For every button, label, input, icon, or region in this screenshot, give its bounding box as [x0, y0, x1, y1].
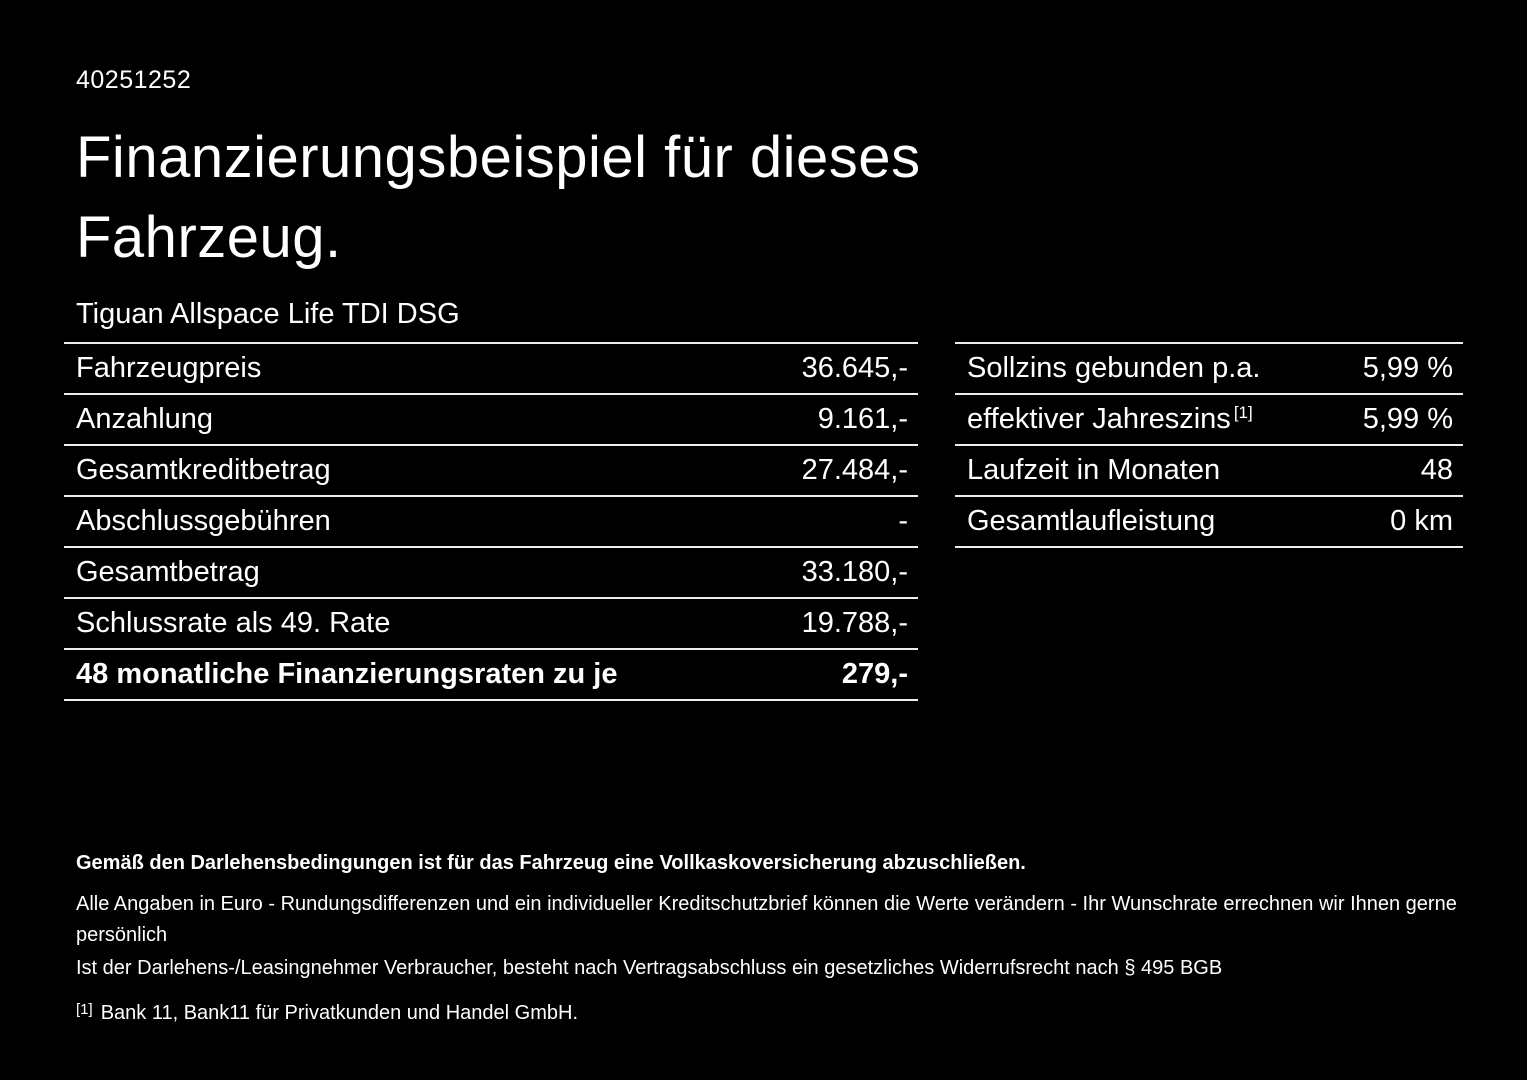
row-value: 5,99 %	[1362, 352, 1453, 384]
table-row-laufzeit: Laufzeit in Monaten 48	[955, 444, 1463, 495]
row-label: Gesamtbetrag	[76, 556, 260, 588]
row-label-text: effektiver Jahreszins	[967, 403, 1231, 435]
page-title-line2: Fahrzeug.	[76, 205, 342, 271]
legal-footer: Gemäß den Darlehensbedingungen ist für d…	[76, 848, 1467, 1029]
table-row-sollzins: Sollzins gebunden p.a. 5,99 %	[955, 342, 1463, 393]
row-label: Gesamtkreditbetrag	[76, 454, 331, 486]
row-value: 33.180,-	[801, 556, 908, 588]
row-label: 48 monatliche Finanzierungsraten zu je	[76, 658, 618, 690]
row-label: Anzahlung	[76, 403, 214, 435]
row-label: Abschlussgebühren	[76, 505, 331, 537]
row-label: Sollzins gebunden p.a.	[967, 352, 1261, 384]
footnote-ref: [1]	[1233, 403, 1253, 422]
table-row-monatsrate: 48 monatliche Finanzierungsraten zu je 2…	[64, 648, 918, 699]
document-id: 40251252	[76, 66, 192, 94]
row-label: Fahrzeugpreis	[76, 352, 262, 384]
row-value: 279,-	[841, 658, 908, 690]
row-value: 36.645,-	[801, 352, 908, 384]
row-value: 19.788,-	[801, 607, 908, 639]
row-label: Gesamtlaufleistung	[967, 505, 1216, 537]
row-value: 9.161,-	[817, 403, 908, 435]
row-value: 5,99 %	[1362, 403, 1453, 435]
row-label: effektiver Jahreszins [1]	[967, 403, 1253, 436]
row-label: Laufzeit in Monaten	[967, 454, 1221, 486]
conditions-table: Sollzins gebunden p.a. 5,99 % effektiver…	[955, 342, 1463, 548]
footnote-text: Bank 11, Bank11 für Privatkunden und Han…	[100, 1002, 579, 1024]
footnote-marker: [1]	[76, 1001, 93, 1018]
table-row-abschlussgebuehren: Abschlussgebühren -	[64, 495, 918, 546]
row-value: -	[898, 505, 908, 537]
table-row-fahrzeugpreis: Fahrzeugpreis 36.645,-	[64, 342, 918, 393]
table-row-gesamtbetrag: Gesamtbetrag 33.180,-	[64, 546, 918, 597]
row-value: 27.484,-	[801, 454, 908, 486]
page-title-line1: Finanzierungsbeispiel für dieses	[76, 125, 921, 190]
footer-insurance-note: Gemäß den Darlehensbedingungen ist für d…	[76, 852, 1026, 874]
table-row-gesamtlaufleistung: Gesamtlaufleistung 0 km	[955, 495, 1463, 546]
vehicle-name: Tiguan Allspace Life TDI DSG	[76, 298, 460, 330]
table-row-schlussrate: Schlussrate als 49. Rate 19.788,-	[64, 597, 918, 648]
row-label: Schlussrate als 49. Rate	[76, 607, 391, 639]
footnote: [1] Bank 11, Bank11 für Privatkunden und …	[76, 998, 1467, 1029]
finance-table: Fahrzeugpreis 36.645,- Anzahlung 9.161,-…	[64, 342, 918, 701]
row-value: 48	[1420, 454, 1453, 486]
row-value: 0 km	[1390, 505, 1453, 537]
table-row-gesamtkreditbetrag: Gesamtkreditbetrag 27.484,-	[64, 444, 918, 495]
page-title: Finanzierungsbeispiel für dieses Fahrzeug…	[76, 118, 921, 278]
footer-disclaimer-2: Ist der Darlehens-/Leasingnehmer Verbrau…	[76, 957, 1223, 979]
table-row-anzahlung: Anzahlung 9.161,-	[64, 393, 918, 444]
table-row-effektiver-jahreszins: effektiver Jahreszins [1] 5,99 %	[955, 393, 1463, 444]
footer-disclaimer-1: Alle Angaben in Euro - Rundungsdifferenz…	[76, 893, 1457, 946]
